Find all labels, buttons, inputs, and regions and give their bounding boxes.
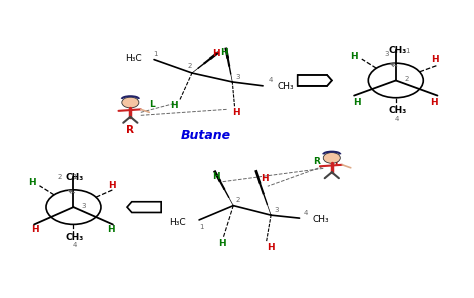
Text: 1: 1 [405,48,410,54]
Text: 3: 3 [236,74,240,80]
Polygon shape [298,75,332,86]
Polygon shape [127,202,161,212]
Text: H: H [267,243,275,252]
Text: H: H [171,101,178,110]
Text: CH₃: CH₃ [277,82,294,91]
Text: H: H [109,181,116,190]
Text: 4: 4 [395,116,400,122]
Text: CH₃: CH₃ [66,233,84,242]
Text: R: R [313,157,320,166]
Text: H: H [218,239,226,248]
Text: CH₃: CH₃ [388,46,406,55]
Text: H: H [108,225,115,234]
Text: 1: 1 [199,224,204,230]
Text: Butane: Butane [181,129,231,142]
Circle shape [323,153,340,163]
Text: 2: 2 [404,76,409,82]
Text: 3: 3 [82,203,86,209]
Text: 3: 3 [274,207,279,213]
Text: 4: 4 [303,210,308,216]
Text: L: L [335,159,340,167]
Text: CH₃: CH₃ [66,173,84,182]
Text: H: H [212,172,219,181]
Text: 2: 2 [187,63,192,69]
Text: 4: 4 [269,77,273,83]
Text: 3: 3 [384,51,389,57]
Text: 1: 1 [153,51,158,57]
Text: CH₃: CH₃ [388,106,406,115]
Text: H: H [261,174,268,183]
Text: L: L [149,100,155,109]
Text: 1: 1 [73,174,77,180]
Text: H: H [31,225,38,234]
Text: H: H [212,49,219,58]
Circle shape [122,97,139,108]
Text: H: H [28,178,36,187]
Text: 4: 4 [73,242,77,248]
Text: 2: 2 [236,197,240,203]
Text: CH₃: CH₃ [313,215,329,224]
Text: H₃C: H₃C [126,54,142,63]
Text: H: H [220,48,228,57]
Text: H: H [350,52,358,60]
Text: H: H [430,98,438,107]
Text: R: R [127,125,134,135]
Text: 2: 2 [57,174,62,180]
Text: H: H [232,108,239,117]
Text: H: H [431,55,438,63]
Text: H₃C: H₃C [169,218,186,227]
Text: H: H [353,98,361,107]
